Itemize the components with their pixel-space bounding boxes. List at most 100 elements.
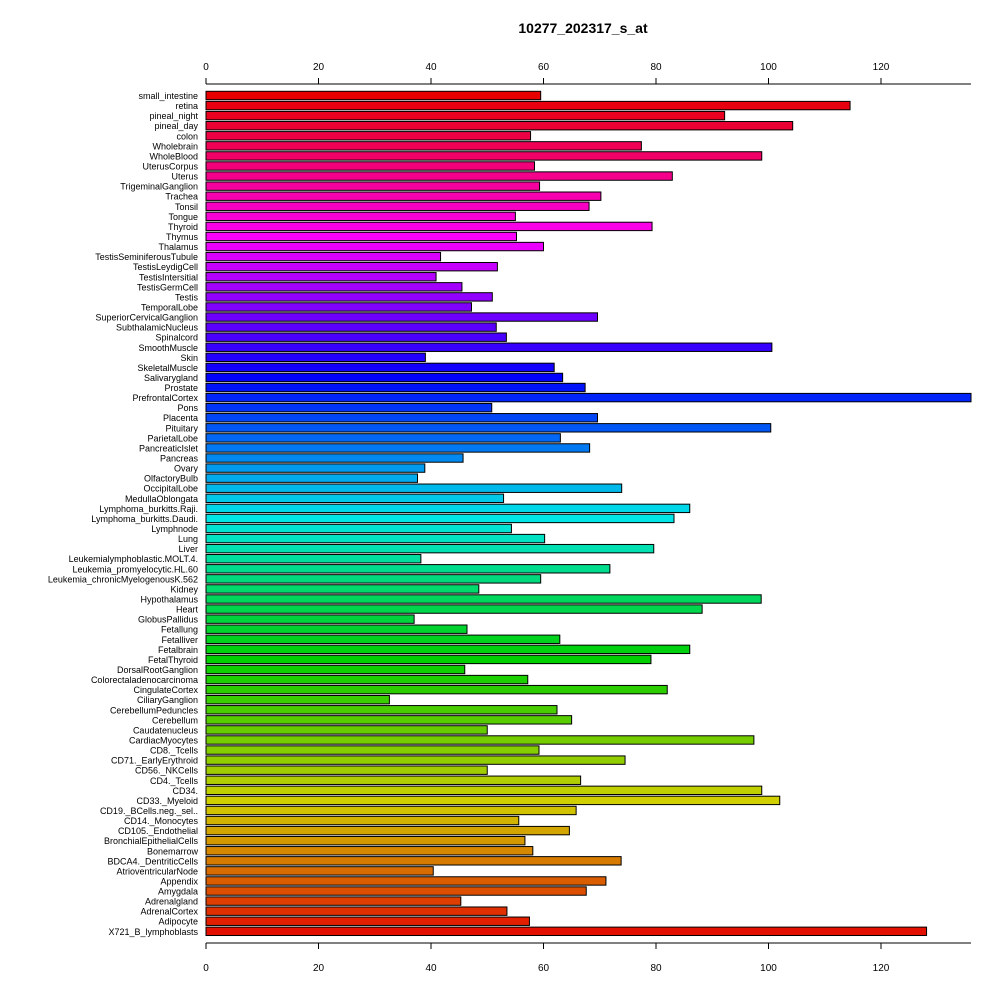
bar: [205, 413, 598, 423]
bar: [205, 795, 781, 806]
category-label: OccipitalLobe: [143, 484, 198, 494]
bar: [205, 856, 622, 866]
bar: [205, 765, 488, 775]
category-label: Spinalcord: [155, 333, 198, 343]
category-label: Tongue: [168, 212, 198, 222]
category-label: BDCA4._DentriticCells: [107, 856, 198, 866]
bar: [205, 916, 530, 926]
bar: [205, 392, 972, 403]
bars-group: [205, 90, 972, 937]
bar: [205, 362, 555, 373]
category-label: SmoothMuscle: [138, 343, 198, 353]
bar: [205, 161, 535, 171]
category-label: Tonsil: [175, 202, 198, 212]
category-label: Ovary: [174, 464, 199, 474]
category-label: colon: [176, 131, 198, 141]
bar: [205, 151, 763, 161]
category-label: TemporalLobe: [141, 302, 198, 312]
bar: [205, 825, 570, 836]
chart-title: 10277_202317_s_at: [518, 20, 648, 36]
category-label: Pituitary: [165, 423, 198, 433]
category-label: Pancreas: [160, 454, 199, 464]
category-label: small_intestine: [138, 91, 198, 101]
category-label: Lymphnode: [151, 524, 198, 534]
bar: [205, 513, 675, 524]
bar: [205, 846, 534, 856]
category-label: TestisLeydigCell: [133, 262, 198, 272]
tick-label: 40: [425, 963, 437, 974]
tick-label: 60: [538, 963, 550, 974]
category-label: Lymphoma_burkitts.Daudi.: [91, 514, 198, 524]
bar: [205, 402, 493, 413]
bar: [205, 443, 591, 453]
tick-label: 0: [203, 62, 209, 73]
category-label: CD19._BCells.neg._sel..: [100, 806, 198, 816]
category-label: PrefrontalCortex: [132, 393, 198, 403]
category-label: TestisIntersitial: [139, 272, 198, 282]
category-label: SkeletalMuscle: [137, 363, 198, 373]
category-label: Fetalliver: [161, 635, 198, 645]
bar: [205, 664, 466, 675]
category-label: Bonemarrow: [147, 846, 199, 856]
category-label: Caudatenucleus: [133, 725, 199, 735]
bar: [205, 755, 626, 765]
bar: [205, 463, 426, 473]
bar: [205, 131, 532, 141]
category-label: Skin: [180, 353, 198, 363]
category-label: FetalThyroid: [148, 655, 198, 665]
bar: [205, 433, 561, 443]
category-label: Wholebrain: [152, 141, 198, 151]
category-label: Placenta: [163, 413, 198, 423]
category-label: TrigeminalGanglion: [120, 182, 198, 192]
category-label: Lymphoma_burkitts.Raji.: [99, 504, 198, 514]
category-label: TestisSeminiferousTubule: [95, 252, 198, 262]
category-label: PancreaticIslet: [139, 443, 199, 453]
category-label: pineal_night: [149, 111, 198, 121]
bar: [205, 634, 561, 644]
bar: [205, 261, 498, 272]
category-label: CingulateCortex: [133, 685, 198, 695]
bar: [205, 533, 546, 544]
category-label: Amygdala: [158, 887, 198, 897]
bar: [205, 332, 507, 342]
bar: [205, 745, 540, 755]
category-label: DorsalRootGanglion: [117, 665, 198, 675]
category-label: AtrioventricularNode: [116, 866, 198, 876]
category-label: Heart: [176, 605, 199, 615]
category-label: Kidney: [170, 584, 198, 594]
tick-label: 120: [873, 62, 890, 73]
category-label: Hypothalamus: [140, 595, 198, 605]
category-label: SuperiorCervicalGanglion: [95, 313, 198, 323]
bar: [205, 181, 541, 191]
bar: [205, 674, 529, 685]
category-label: Uterus: [171, 172, 198, 182]
category-label: Thalamus: [158, 242, 198, 252]
bar: [205, 211, 516, 222]
category-label: CD8._Tcells: [150, 746, 199, 756]
tick-label: 100: [760, 963, 777, 974]
category-label: GlobusPallidus: [138, 615, 199, 625]
bar: [205, 543, 655, 554]
category-label: BronchialEpithelialCells: [104, 836, 199, 846]
category-label: Pons: [177, 403, 198, 413]
category-label: OlfactoryBulb: [144, 474, 198, 484]
bar: [205, 705, 558, 715]
bar: [205, 574, 542, 584]
category-label: Adipocyte: [158, 917, 198, 927]
bar: [205, 584, 480, 594]
category-label: AdrenalCortex: [140, 907, 198, 917]
bar: [205, 715, 573, 725]
category-label: CD56._NKCells: [135, 766, 199, 776]
category-label: pineal_day: [154, 121, 198, 131]
bar: [205, 684, 668, 695]
bar: [205, 282, 463, 292]
bar: [205, 473, 418, 483]
category-label: TestisGermCell: [137, 282, 198, 292]
bar: [205, 523, 512, 534]
tick-label: 80: [650, 963, 662, 974]
category-label: X721_B_lymphoblasts: [108, 927, 198, 937]
bar: [205, 231, 517, 242]
bar: [205, 302, 472, 312]
bar: [205, 725, 488, 735]
category-label: CD34.: [172, 786, 198, 796]
